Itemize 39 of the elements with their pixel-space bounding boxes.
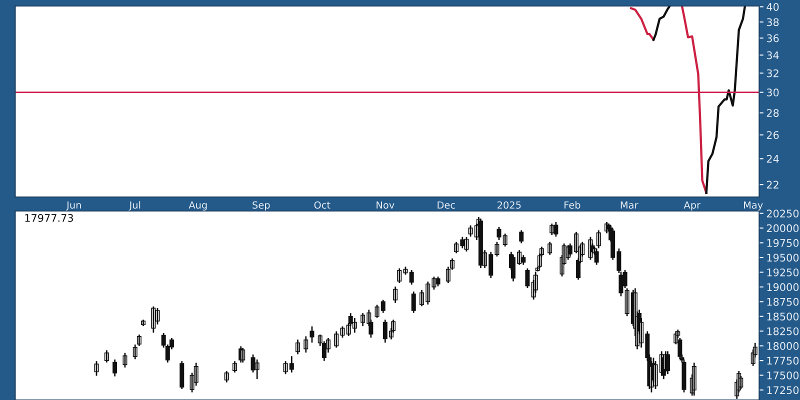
y-tick-label: 22 — [766, 180, 778, 189]
x-tick-label: Aug — [188, 201, 207, 211]
line-series — [705, 6, 746, 194]
x-tick-label: Jul — [128, 201, 140, 210]
y-tick-label: 28 — [766, 109, 779, 117]
y-tick-label: 17750 — [767, 356, 799, 365]
y-tick-label: 19750 — [767, 239, 799, 247]
y-tick-label: 19000 — [767, 283, 799, 292]
y-tick-label: 40 — [766, 2, 779, 11]
y-tick-label: 18250 — [767, 327, 799, 336]
y-tick-label: 34 — [766, 51, 779, 60]
y-tick-label: 20000 — [766, 224, 799, 232]
x-tick-label: Sep — [252, 201, 270, 211]
line-series — [652, 6, 671, 41]
x-tick-label: Apr — [684, 201, 701, 211]
y-tick-label: 18500 — [767, 312, 799, 320]
y-tick-label: 18000 — [767, 342, 799, 350]
y-tick-label: 32 — [766, 69, 778, 78]
annotation: 17977.73 — [25, 214, 73, 222]
x-tick-label: Nov — [376, 201, 394, 209]
x-tick-label: Mar — [620, 201, 638, 209]
y-tick-label: 36 — [766, 34, 779, 42]
y-tick-label: 19250 — [767, 268, 799, 276]
y-tick-label: 19500 — [767, 254, 799, 262]
x-tick-label: Oct — [314, 201, 330, 209]
y-tick-label: 17250 — [767, 386, 799, 394]
x-tick-label: Jun — [66, 201, 81, 210]
y-tick-label: 24 — [766, 154, 779, 163]
y-tick-label: 18750 — [767, 298, 799, 306]
y-tick-label: 30 — [766, 88, 779, 96]
y-tick-label: 26 — [766, 131, 779, 139]
x-tick-label: Feb — [564, 201, 580, 209]
y-tick-label: 17500 — [767, 371, 799, 380]
x-tick-label: 2025 — [498, 201, 521, 209]
x-tick-label: May — [744, 201, 763, 211]
y-tick-label: 38 — [766, 18, 779, 26]
x-tick-label: Dec — [438, 201, 455, 209]
y-tick-label: 20250 — [766, 210, 799, 218]
line-series — [630, 7, 655, 41]
